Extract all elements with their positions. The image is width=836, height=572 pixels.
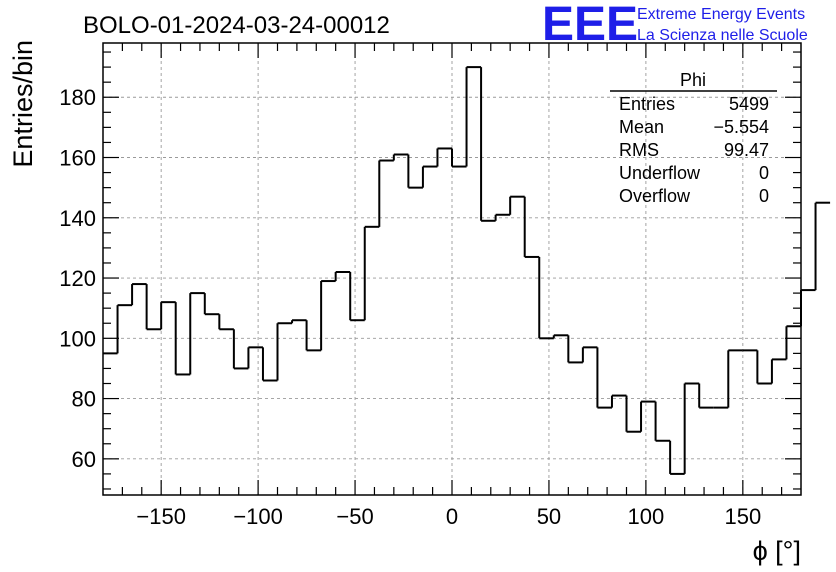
logo: EEE Extreme Energy Events La Scienza nel…	[542, 0, 808, 51]
y-tick-label: 60	[72, 447, 96, 472]
y-tick-label: 80	[72, 387, 96, 412]
stats-label: Entries	[619, 94, 675, 114]
stats-value: 5499	[729, 94, 769, 114]
x-tick-label: −150	[136, 504, 186, 529]
stats-label: Mean	[619, 117, 664, 137]
y-tick-label: 120	[59, 266, 96, 291]
stats-label: RMS	[619, 140, 659, 160]
chart-title: BOLO-01-2024-03-24-00012	[83, 12, 390, 39]
stats-label: Underflow	[619, 163, 701, 183]
y-tick-label: 100	[59, 326, 96, 351]
axis-ticks	[103, 43, 801, 495]
stats-value: 0	[759, 163, 769, 183]
histogram-bars	[103, 66, 831, 475]
logo-line-1: Extreme Energy Events	[637, 6, 805, 23]
x-axis-title: ϕ [°]	[753, 536, 801, 566]
y-tick-label: 140	[59, 206, 96, 231]
x-tick-label: 0	[446, 504, 458, 529]
stats-label: Overflow	[619, 186, 691, 206]
stats-value: 0	[759, 186, 769, 206]
tick-labels: −150 −100 −50 0 50 100 150 60 80 100 120 140 160 180	[59, 85, 761, 529]
stats-value: −5.554	[713, 117, 769, 137]
stats-rows: Entries 5499 Mean −5.554 RMS 99.47 Underflow 0 O…	[619, 94, 769, 206]
logo-line-2: La Scienza nelle Scuole	[637, 27, 808, 44]
x-tick-label: 50	[537, 504, 561, 529]
logo-mark: EEE	[542, 0, 638, 51]
x-tick-label: −50	[336, 504, 373, 529]
stats-value: 99.47	[724, 140, 769, 160]
y-tick-label: 180	[59, 85, 96, 110]
y-axis-title: Entries/bin	[8, 40, 38, 168]
stats-box-title: Phi	[680, 70, 706, 90]
x-tick-label: −100	[233, 504, 283, 529]
y-tick-label: 160	[59, 146, 96, 171]
stats-box: Phi Entries 5499 Mean −5.554 RMS 99.47 Underfl…	[610, 70, 777, 206]
x-tick-label: 100	[628, 504, 665, 529]
grid-lines	[103, 43, 801, 495]
x-tick-label: 150	[724, 504, 761, 529]
